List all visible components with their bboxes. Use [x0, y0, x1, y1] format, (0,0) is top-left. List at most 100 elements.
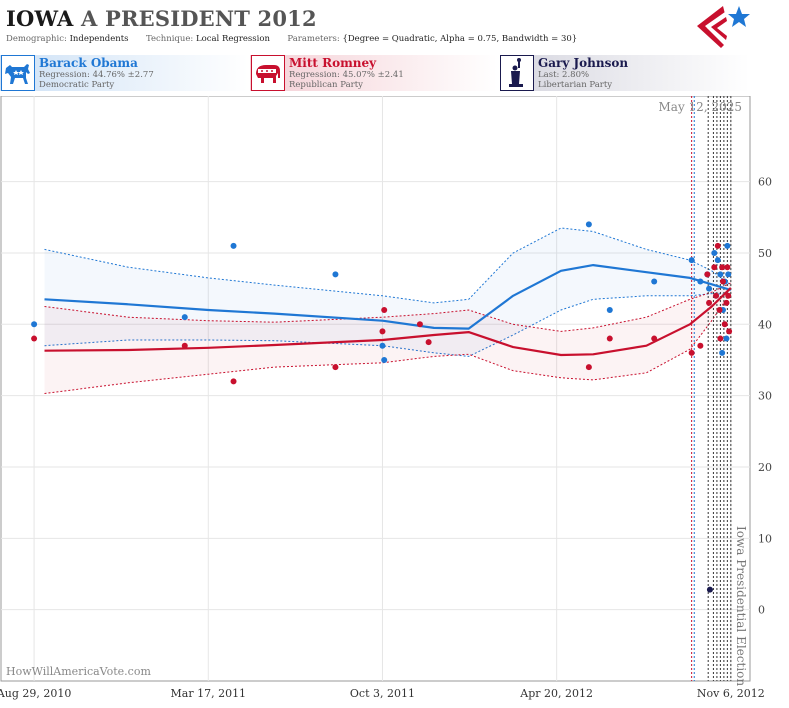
mitt-romney-poll-point — [606, 335, 613, 342]
chart-area: 0 10 20 30 40 50 60 Aug 29, 2010 Mar 17, 2011 Oc… — [0, 95, 789, 704]
barack-obama-poll-point — [724, 242, 731, 249]
barack-obama-confidence-band — [44, 228, 731, 357]
y-tick-label: 50 — [758, 247, 772, 260]
mitt-romney-poll-point — [719, 264, 726, 271]
gary-johnson-poll-point — [706, 586, 713, 593]
candidate-stat: Last: 2.80% Libertarian Party — [538, 70, 613, 90]
barack-obama-poll-point — [697, 278, 704, 285]
barack-obama-poll-point — [688, 257, 695, 264]
mitt-romney-poll-point — [723, 299, 730, 306]
mitt-romney-poll-point — [332, 364, 339, 371]
mitt-romney-poll-point — [697, 342, 704, 349]
y-tick-label: 20 — [758, 461, 772, 474]
statue-of-liberty-icon — [500, 55, 534, 91]
candidate-name: Mitt Romney — [289, 56, 377, 70]
plot-frame — [0, 95, 751, 682]
candidate-legend-background — [0, 55, 750, 91]
barack-obama-poll-point — [706, 285, 713, 292]
barack-obama-poll-point — [717, 271, 724, 278]
technique-label: Technique: — [145, 34, 194, 44]
mitt-romney-poll-point — [425, 339, 432, 346]
barack-obama-poll-point — [332, 271, 339, 278]
site-logo-icon[interactable] — [695, 4, 751, 48]
mitt-romney-poll-point — [720, 278, 727, 285]
mitt-romney-poll-point — [726, 328, 733, 335]
y-tick-label: 30 — [758, 390, 772, 403]
mitt-romney-poll-point — [706, 299, 713, 306]
watermark[interactable]: HowWillAmericaVote.com — [6, 665, 151, 678]
barack-obama-poll-point — [31, 321, 38, 328]
parameters-line: Demographic: Independents Technique: Loc… — [6, 34, 577, 44]
barack-obama-poll-point — [714, 257, 721, 264]
poll-points — [31, 221, 733, 593]
candidate-name: Gary Johnson — [538, 56, 629, 70]
poll-chart: 0 10 20 30 40 50 60 Aug 29, 2010 Mar 17, 2011 Oc… — [0, 95, 772, 700]
x-tick-label: Aug 29, 2010 — [0, 687, 71, 700]
mitt-romney-trend-line — [44, 287, 732, 357]
x-axis-ticks: Aug 29, 2010 Mar 17, 2011 Oct 3, 2011 Apr 2… — [0, 687, 765, 700]
candidate-legend: Barack Obama Regression: 44.76% ±2.77 Dem… — [0, 53, 789, 93]
y-tick-label: 10 — [758, 532, 772, 545]
y-tick-label: 60 — [758, 176, 772, 189]
x-tick-label: Mar 17, 2011 — [171, 687, 247, 700]
mitt-romney-poll-point — [31, 335, 38, 342]
mitt-romney-upper-bound — [44, 282, 732, 332]
mitt-romney-confidence-band — [44, 282, 731, 394]
mitt-romney-poll-point — [704, 271, 711, 278]
y-tick-label: 40 — [758, 318, 772, 331]
barack-obama-poll-point — [230, 242, 237, 249]
candidate-johnson[interactable]: Gary Johnson Last: 2.80% Libertarian Part… — [500, 53, 750, 93]
barack-obama-poll-point — [725, 271, 732, 278]
mitt-romney-poll-point — [651, 335, 658, 342]
barack-obama-upper-bound — [44, 227, 732, 304]
barack-obama-trend-line — [44, 264, 732, 330]
barack-obama-poll-point — [711, 249, 718, 256]
demographic-label: Demographic: — [6, 34, 67, 44]
race-name: A PRESIDENT 2012 — [80, 6, 317, 31]
election-label: Iowa Presidential Election — [734, 526, 748, 686]
candidate-romney[interactable]: Mitt Romney Regression: 45.07% ±2.41 Repu… — [251, 53, 498, 93]
date-annotation: May 12, 2025 — [659, 100, 742, 114]
candidate-stat: Regression: 45.07% ±2.41 Republican Party — [289, 70, 404, 90]
mitt-romney-poll-point — [725, 292, 732, 299]
barack-obama-poll-point — [719, 349, 726, 356]
parameters-label: Parameters: — [287, 34, 340, 44]
y-tick-label: 0 — [758, 604, 765, 617]
demographic-value[interactable]: Independents — [69, 34, 129, 44]
mitt-romney-poll-point — [721, 321, 728, 328]
mitt-romney-poll-point — [713, 292, 720, 299]
state-name: IOWA — [6, 6, 74, 31]
trend-lines — [44, 264, 732, 357]
mitt-romney-poll-point — [416, 321, 423, 328]
barack-obama-poll-point — [723, 335, 730, 342]
x-tick-label: Nov 6, 2012 — [697, 687, 765, 700]
mitt-romney-lower-bound — [44, 292, 732, 394]
barack-obama-poll-point — [381, 356, 388, 363]
candidate-obama[interactable]: Barack Obama Regression: 44.76% ±2.77 Dem… — [1, 53, 248, 93]
mitt-romney-poll-point — [381, 307, 388, 314]
technique-value[interactable]: Local Regression — [195, 34, 270, 44]
elephant-icon — [251, 55, 285, 91]
mitt-romney-poll-point — [585, 364, 592, 371]
barack-obama-poll-point — [181, 314, 188, 321]
y-axis-ticks: 0 10 20 30 40 50 60 — [758, 176, 772, 617]
mitt-romney-poll-point — [716, 307, 723, 314]
page-title: IOWA A PRESIDENT 2012 — [6, 6, 317, 31]
mitt-romney-poll-point — [181, 342, 188, 349]
mitt-romney-poll-point — [230, 378, 237, 385]
confidence-bands — [44, 227, 732, 394]
mitt-romney-poll-point — [688, 349, 695, 356]
header: IOWA A PRESIDENT 2012 Demographic: Indep… — [0, 0, 789, 50]
x-tick-label: Oct 3, 2011 — [350, 687, 415, 700]
x-tick-label: Apr 20, 2012 — [519, 687, 593, 700]
mitt-romney-poll-point — [711, 264, 718, 271]
barack-obama-lower-bound — [44, 293, 731, 357]
barack-obama-poll-point — [606, 307, 613, 314]
candidate-stat: Regression: 44.76% ±2.77 Democratic Party — [39, 70, 154, 90]
mitt-romney-poll-point — [379, 328, 386, 335]
parameters-value[interactable]: {Degree = Quadratic, Alpha = 0.75, Bandw… — [342, 34, 578, 44]
mitt-romney-poll-point — [724, 264, 731, 271]
mitt-romney-poll-point — [717, 335, 724, 342]
event-lines — [691, 96, 732, 681]
barack-obama-poll-point — [379, 342, 386, 349]
